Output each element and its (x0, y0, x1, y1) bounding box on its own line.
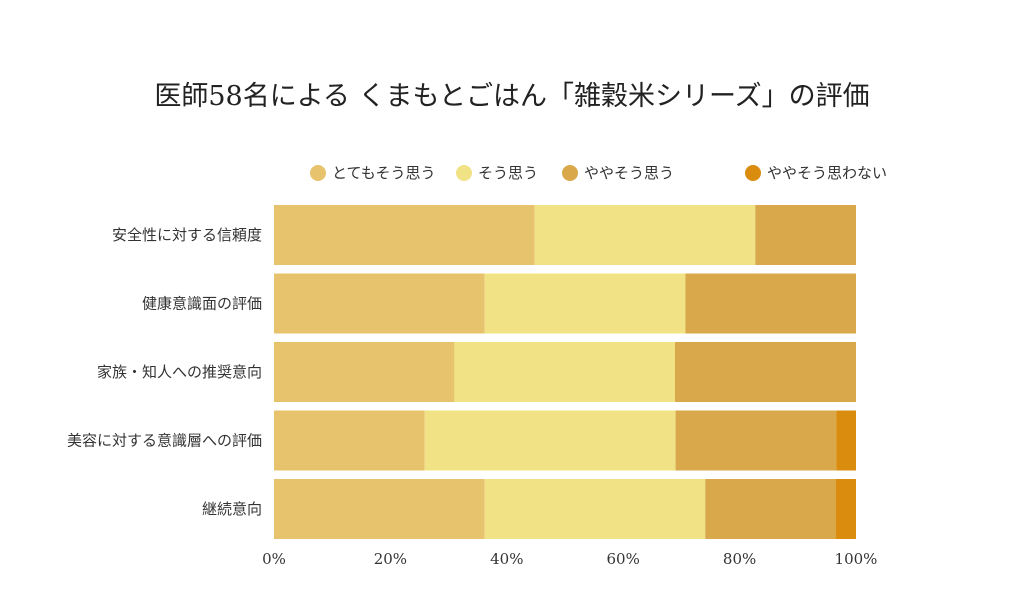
legend-label: ややそう思わない (767, 164, 887, 182)
bar-segment (674, 342, 856, 402)
legend-swatch (745, 165, 761, 181)
legend-item: とてもそう思う (310, 164, 436, 182)
legend-swatch (310, 165, 326, 181)
chart-title: 医師58名による くまもとごはん「雑穀米シリーズ」の評価 (154, 81, 869, 112)
bars-group (274, 205, 856, 539)
x-tick-label: 20% (374, 550, 407, 568)
category-labels: 安全性に対する信頼度健康意識面の評価家族・知人への推奨意向美容に対する意識層への… (67, 226, 262, 518)
legend-swatch (456, 165, 472, 181)
bar-row (274, 205, 856, 265)
bar-segment (484, 273, 686, 334)
bar-segment (534, 205, 756, 265)
bar-segment (424, 410, 676, 471)
x-tick-label: 0% (262, 550, 286, 568)
bar-row (274, 479, 856, 539)
bar-segment (274, 273, 485, 334)
bar-segment (755, 205, 856, 265)
x-axis-ticks: 0% 20% 40% 60% 80% 100% (262, 550, 877, 568)
category-label: 家族・知人への推奨意向 (97, 363, 262, 381)
bar-segment (836, 410, 856, 471)
legend-item: ややそう思わない (745, 164, 887, 182)
category-label: 健康意識面の評価 (142, 295, 262, 313)
category-label: 安全性に対する信頼度 (112, 226, 262, 244)
legend-label: そう思う (478, 164, 538, 182)
legend: とてもそう思う そう思う ややそう思う ややそう思わない (310, 164, 887, 182)
bar-row (274, 273, 856, 334)
bar-row (274, 342, 856, 402)
legend-item: そう思う (456, 164, 538, 182)
bar-segment (685, 273, 856, 334)
bar-segment (274, 205, 535, 265)
bar-segment (274, 410, 425, 471)
legend-swatch (562, 165, 578, 181)
bar-row (274, 410, 856, 471)
legend-label: とてもそう思う (332, 164, 436, 182)
bar-segment (454, 342, 675, 402)
bar-segment (835, 479, 856, 539)
x-tick-label: 60% (607, 550, 640, 568)
legend-item: ややそう思う (562, 164, 674, 182)
x-tick-label: 100% (835, 550, 878, 568)
category-label: 美容に対する意識層への評価 (67, 432, 262, 450)
bar-segment (705, 479, 836, 539)
legend-label: ややそう思う (584, 164, 674, 182)
bar-segment (675, 410, 837, 471)
x-tick-label: 80% (723, 550, 756, 568)
category-label: 継続意向 (202, 500, 262, 518)
bar-segment (274, 479, 485, 539)
bar-segment (484, 479, 706, 539)
x-tick-label: 40% (490, 550, 523, 568)
bar-segment (274, 342, 455, 402)
